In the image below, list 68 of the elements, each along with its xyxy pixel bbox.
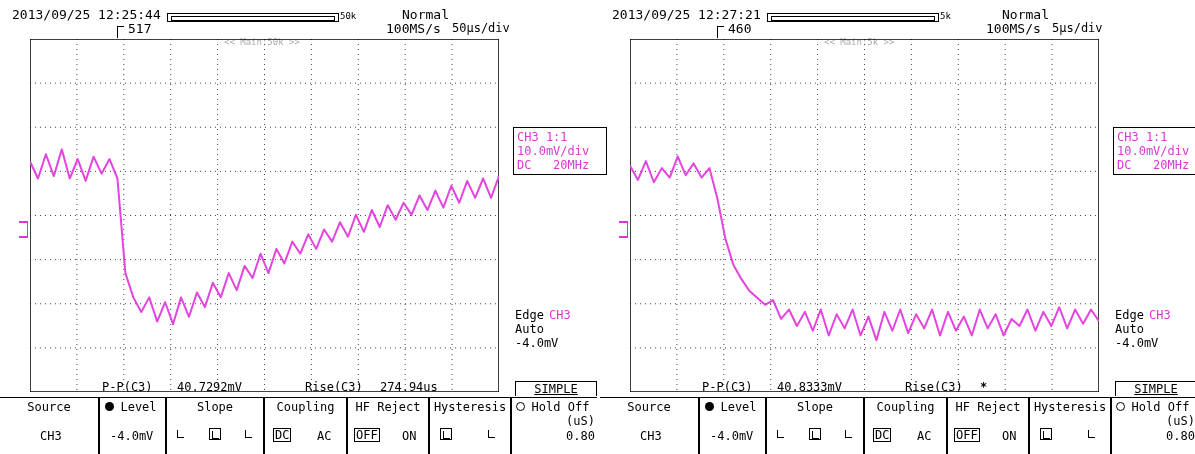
text: Hysteresis	[1032, 400, 1108, 414]
text: Hysteresis	[432, 400, 508, 414]
text: CH3	[40, 429, 62, 443]
text: Coupling	[875, 400, 936, 414]
text: -4.0mV	[710, 429, 754, 443]
text: -4.0mV	[110, 429, 154, 443]
text: 10.0mV/div	[517, 144, 590, 158]
text: 5k	[940, 11, 951, 22]
text: 460	[728, 21, 752, 36]
text: Normal	[1002, 7, 1049, 22]
text: SIMPLE	[515, 381, 597, 396]
text: Source	[626, 400, 672, 414]
annotation: Rise(C3)	[305, 380, 363, 394]
text: Hold Off	[1130, 400, 1191, 414]
annotation: Rise(C3)	[905, 380, 963, 394]
text: CH3	[549, 308, 571, 322]
text: 100MS/s	[986, 21, 1041, 36]
text: CH3 1:1	[1117, 130, 1168, 144]
text: 0.80	[1166, 429, 1195, 443]
text: (uS)	[1166, 414, 1195, 428]
text: Edge	[515, 308, 544, 322]
text: AC	[917, 429, 932, 443]
text: CH3 1:1	[517, 130, 568, 144]
text: Hold Off	[530, 400, 591, 414]
text: 5µs/div	[1052, 21, 1103, 35]
text: Normal	[402, 7, 449, 22]
text: HF Reject	[354, 400, 422, 414]
text: DC	[273, 428, 292, 442]
text: OFF	[954, 428, 980, 442]
text: Source	[26, 400, 72, 414]
annotation: P-P(C3)	[102, 380, 153, 394]
text: Level	[719, 400, 758, 414]
text: << Main:50k >>	[224, 37, 300, 48]
text: Slope	[795, 400, 835, 414]
text: (uS)	[566, 414, 595, 428]
annotation: 40.8333mV	[777, 380, 843, 394]
text: 2013/09/25 12:25:44	[12, 7, 161, 22]
text: OFF	[354, 428, 380, 442]
text: Auto	[1115, 322, 1144, 336]
text: 10.0mV/div	[1117, 144, 1190, 158]
annotation: *	[980, 380, 988, 394]
text: AC	[317, 429, 332, 443]
annotation: P-P(C3)	[702, 380, 753, 394]
text: 0.80	[566, 429, 595, 443]
text: << Main:5k >>	[824, 37, 895, 48]
text: ON	[402, 429, 417, 443]
text: DC 20MHz	[1117, 158, 1190, 172]
text: -4.0mV	[515, 336, 559, 350]
text: 517	[128, 21, 152, 36]
text: Auto	[515, 322, 544, 336]
text: CH3	[640, 429, 662, 443]
text: Level	[119, 400, 158, 414]
text: 100MS/s	[386, 21, 441, 36]
text: DC 20MHz	[517, 158, 590, 172]
text: 2013/09/25 12:27:21	[612, 7, 761, 22]
annotation: 40.7292mV	[177, 380, 243, 394]
text: Slope	[195, 400, 235, 414]
text: Coupling	[275, 400, 336, 414]
text: Edge	[1115, 308, 1144, 322]
annotation: 274.94us	[380, 380, 438, 394]
text: DC	[873, 428, 892, 442]
text: 50µs/div	[452, 21, 510, 35]
text: CH3	[1149, 308, 1171, 322]
text: SIMPLE	[1115, 381, 1195, 396]
text: 50k	[340, 11, 357, 22]
text: -4.0mV	[1115, 336, 1159, 350]
text: ON	[1002, 429, 1017, 443]
text: HF Reject	[954, 400, 1022, 414]
